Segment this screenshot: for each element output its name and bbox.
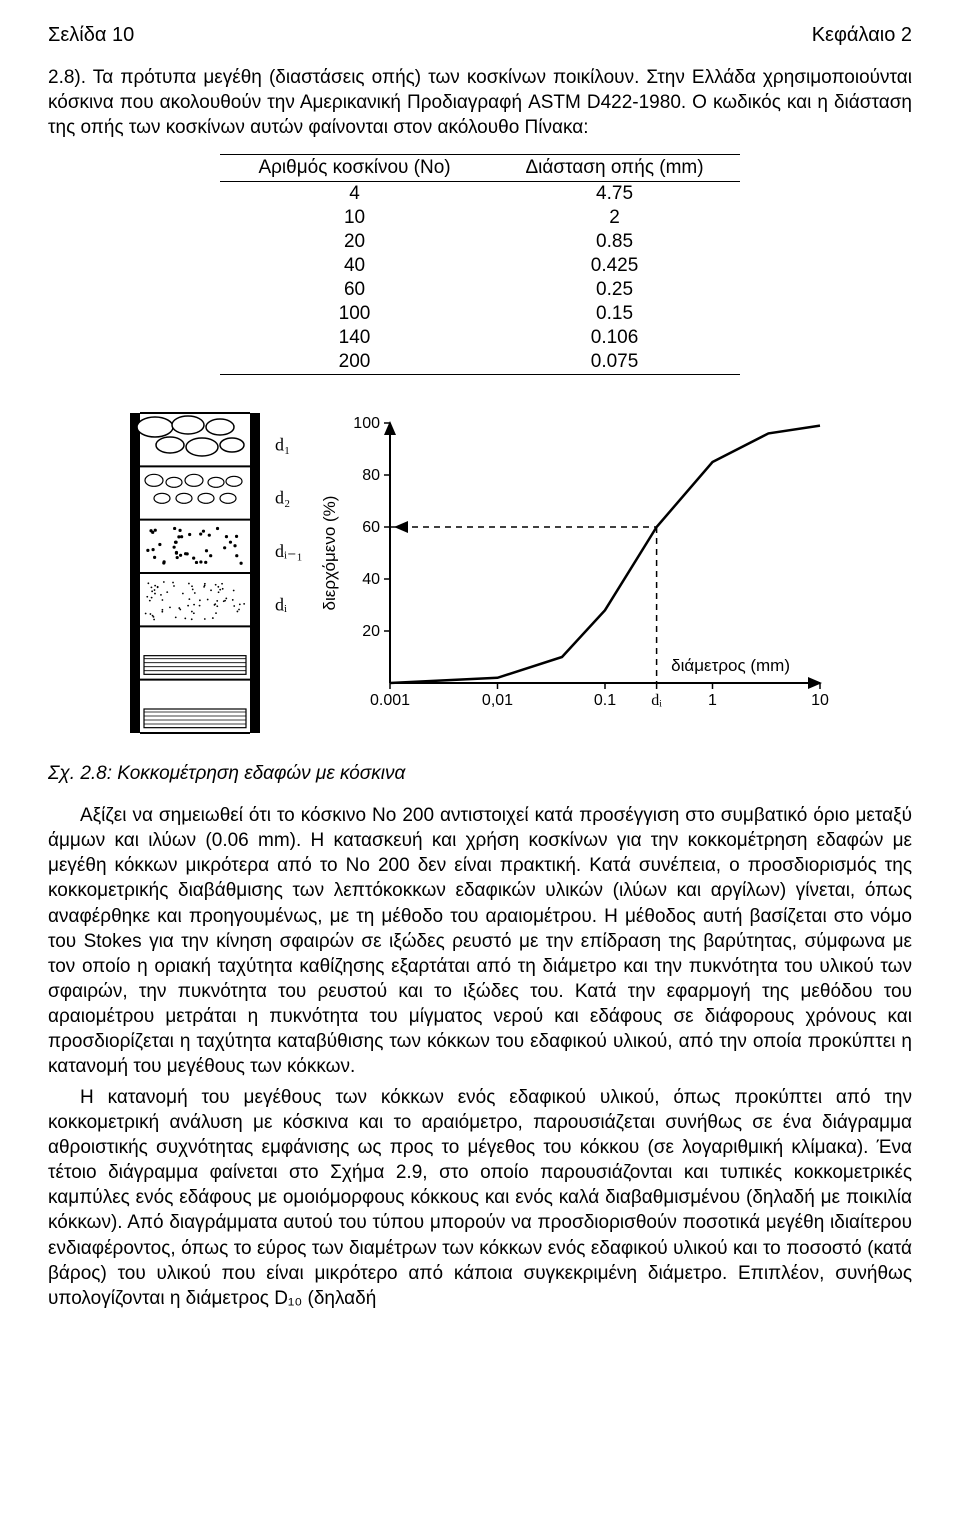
svg-text:1: 1 (708, 692, 717, 709)
svg-text:100: 100 (353, 415, 380, 432)
chapter-label-right: Κεφάλαιο 2 (812, 24, 912, 47)
cell-mm: 4.75 (489, 182, 740, 207)
svg-text:80: 80 (362, 467, 380, 484)
page-number-left: Σελίδα 10 (48, 24, 134, 47)
table-row: 102 (220, 206, 740, 230)
table-row: 200.85 (220, 230, 740, 254)
paragraph-2: Αξίζει να σημειωθεί ότι το κόσκινο Νο 20… (48, 803, 912, 1079)
table-row: 2000.075 (220, 350, 740, 375)
cell-no: 60 (220, 278, 489, 302)
svg-text:0.1: 0.1 (594, 692, 616, 709)
figure-2-8: d₁ d₂ dᵢ₋₁ dᵢ 20 40 60 80 100 0.001 0,01 0.1 dᵢ 1 10 δι… (48, 393, 912, 753)
cell-mm: 0.15 (489, 302, 740, 326)
cell-no: 200 (220, 350, 489, 375)
svg-text:40: 40 (362, 571, 380, 588)
sieve-table: Αριθμός κοσκίνου (Νο) Διάσταση οπής (mm)… (220, 154, 740, 375)
cell-mm: 0.425 (489, 254, 740, 278)
cell-no: 4 (220, 182, 489, 207)
table-header-mm: Διάσταση οπής (mm) (489, 155, 740, 182)
svg-text:20: 20 (362, 623, 380, 640)
svg-text:διάμετρος (mm): διάμετρος (mm) (671, 656, 790, 675)
cell-mm: 0.106 (489, 326, 740, 350)
cell-mm: 0.075 (489, 350, 740, 375)
svg-text:dᵢ₋₁: dᵢ₋₁ (275, 541, 303, 561)
cell-no: 100 (220, 302, 489, 326)
table-row: 1000.15 (220, 302, 740, 326)
svg-text:d₁: d₁ (275, 435, 290, 455)
cell-mm: 0.85 (489, 230, 740, 254)
svg-text:dᵢ: dᵢ (275, 595, 287, 615)
svg-text:10: 10 (811, 692, 829, 709)
svg-text:60: 60 (362, 519, 380, 536)
svg-text:0,01: 0,01 (482, 692, 513, 709)
table-row: 600.25 (220, 278, 740, 302)
table-row: 1400.106 (220, 326, 740, 350)
svg-text:0.001: 0.001 (370, 692, 410, 709)
table-row: 44.75 (220, 182, 740, 207)
cell-no: 20 (220, 230, 489, 254)
svg-text:d₂: d₂ (275, 488, 290, 508)
cell-no: 10 (220, 206, 489, 230)
page-header: Σελίδα 10 Κεφάλαιο 2 (48, 24, 912, 47)
paragraph-3: Η κατανομή του μεγέθους των κόκκων ενός … (48, 1085, 912, 1311)
table-header-no: Αριθμός κοσκίνου (Νο) (220, 155, 489, 182)
table-row: 400.425 (220, 254, 740, 278)
cell-no: 40 (220, 254, 489, 278)
cell-mm: 2 (489, 206, 740, 230)
svg-text:διερχόμενο (%): διερχόμενο (%) (320, 496, 339, 611)
cell-no: 140 (220, 326, 489, 350)
intro-paragraph: 2.8). Τα πρότυπα μεγέθη (διαστάσεις οπής… (48, 65, 912, 140)
cell-mm: 0.25 (489, 278, 740, 302)
figure-caption: Σχ. 2.8: Κοκκομέτρηση εδαφών με κόσκινα (48, 763, 912, 785)
svg-text:dᵢ: dᵢ (651, 692, 662, 709)
